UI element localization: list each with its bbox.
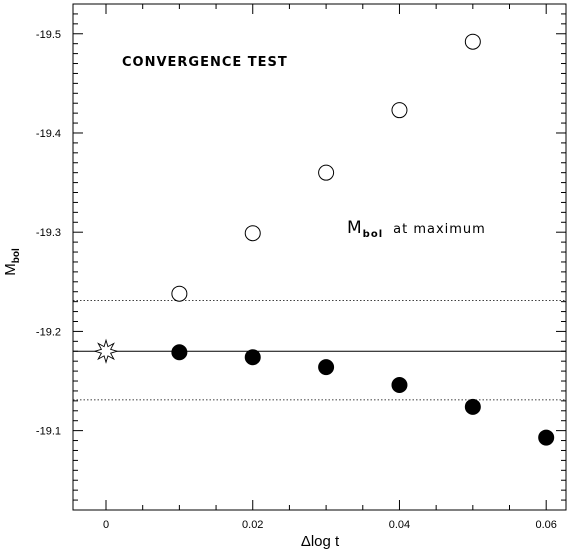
open-circle-point: [391, 102, 408, 119]
y-tick-label: -19.2: [36, 326, 61, 338]
axis-ticks: [73, 4, 566, 511]
x-tick-label: 0.04: [389, 519, 410, 531]
filled-circle-point: [318, 359, 335, 376]
data-markers: [93, 33, 555, 446]
filled-circle-point: [391, 376, 408, 393]
x-tick-label: 0.06: [535, 519, 556, 531]
tick-labels: 0 0.02 0.04 0.06 -19.1 -19.2 -19.3 -19.4 -19.5: [36, 29, 557, 531]
annotation-mbol-suffix: at maximum: [393, 222, 486, 237]
x-axis-label: Δlog t: [301, 533, 340, 550]
open-circle-point: [318, 164, 335, 181]
filled-circle-point: [244, 349, 261, 366]
annotation-convergence-test: CONVERGENCE TEST: [122, 55, 288, 70]
annotation-mbol-at-maximum: Mbol at maximum: [347, 218, 486, 240]
y-tick-label: -19.4: [36, 128, 61, 140]
filled-circle-point: [464, 398, 481, 415]
y-axis-label-base: M: [2, 263, 19, 276]
open-circle-point: [244, 225, 261, 242]
reference-lines: [73, 300, 566, 401]
plot-frame: [72, 3, 567, 511]
y-tick-label: -19.5: [36, 29, 61, 41]
x-tick-label: 0: [103, 519, 109, 531]
filled-circle-point: [171, 344, 188, 361]
star-point: [93, 338, 119, 364]
y-axis-label-subscript: bol: [11, 248, 22, 263]
filled-circle-point: [538, 429, 555, 446]
y-tick-label: -19.1: [36, 426, 61, 438]
annotation-mbol-subscript: bol: [363, 229, 383, 240]
x-tick-label: 0.02: [242, 519, 263, 531]
open-circle-point: [464, 33, 481, 50]
open-circle-point: [171, 285, 188, 302]
y-tick-label: -19.3: [36, 227, 61, 239]
y-axis-label: Mbol: [2, 248, 22, 276]
annotation-mbol-base: M: [347, 218, 363, 238]
